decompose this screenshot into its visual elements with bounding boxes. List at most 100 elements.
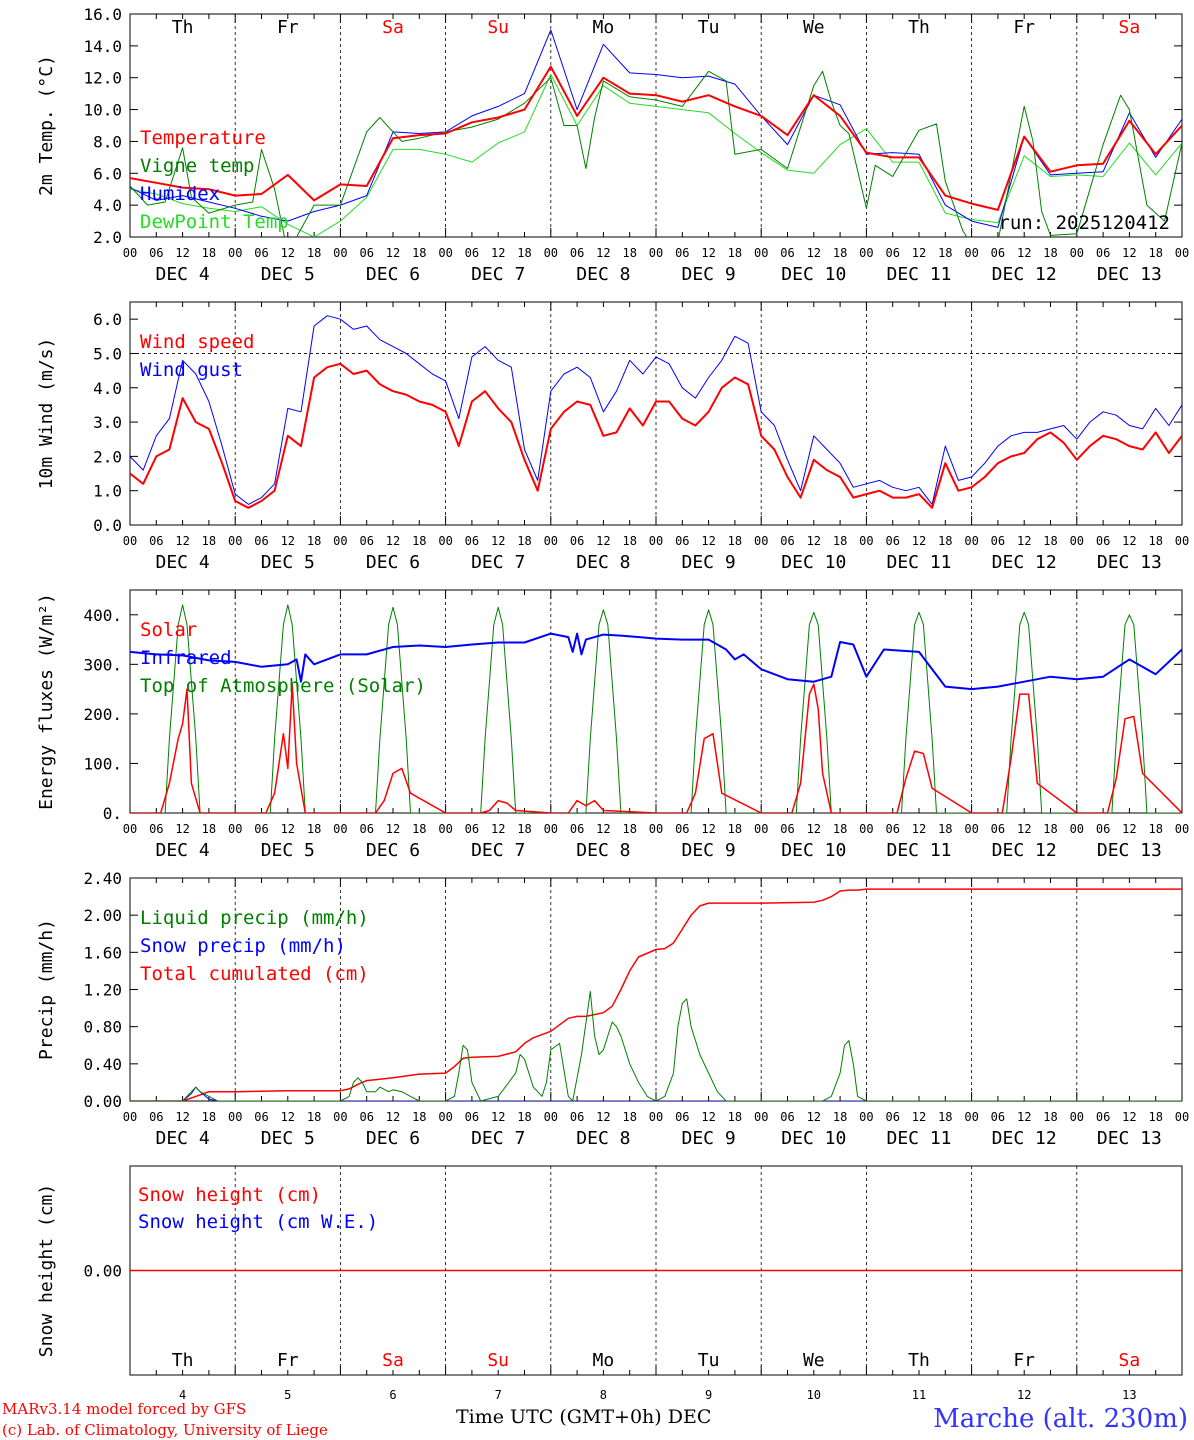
hour-label: 06 xyxy=(465,534,479,548)
y-tick-label: 200. xyxy=(83,705,122,724)
hour-label: 18 xyxy=(728,822,742,836)
weekday-label: Th xyxy=(908,1350,930,1371)
y-tick-label: 0.80 xyxy=(83,1018,122,1037)
date-label: DEC 4 xyxy=(156,840,210,861)
legend-entry: Total cumulated (cm) xyxy=(140,963,369,985)
y-tick-label: 4.0 xyxy=(93,196,122,215)
hour-label: 06 xyxy=(1096,246,1110,260)
weekday-label: Sa xyxy=(1119,17,1141,38)
hour-label: 00 xyxy=(859,246,873,260)
series-line-wind-speed xyxy=(130,362,1182,509)
model-credit: MARv3.14 model forced by GFS xyxy=(2,1400,246,1418)
lab-credit: (c) Lab. of Climatology, University of L… xyxy=(2,1421,328,1439)
date-label: DEC 8 xyxy=(576,264,630,285)
hour-label: 00 xyxy=(649,534,663,548)
date-number-label: 9 xyxy=(705,1388,712,1402)
hour-label: 00 xyxy=(1070,246,1084,260)
y-tick-label: 300. xyxy=(83,655,122,674)
hour-label: 00 xyxy=(228,822,242,836)
date-label: DEC 13 xyxy=(1097,552,1162,573)
y-tick-label: 2.40 xyxy=(83,869,122,888)
y-tick-label: 4.0 xyxy=(93,379,122,398)
x-axis-title: Time UTC (GMT+0h) DEC xyxy=(456,1406,711,1428)
plot-frame xyxy=(129,13,1183,238)
date-label: DEC 12 xyxy=(992,552,1057,573)
panel-5: 0.00 Snow height (cm) Th Fr Sa Su Mo Tu We Th Fr Sa… xyxy=(36,1165,1183,1402)
weekday-label: Tu xyxy=(698,17,720,38)
legend-entry: Solar xyxy=(140,619,197,641)
panel-3: 0. 100. 200. 300. 400. Energy fluxes (W/m²) 00… xyxy=(36,589,1189,861)
weekday-label: Su xyxy=(487,17,509,38)
hour-label: 18 xyxy=(412,822,426,836)
hour-label: 00 xyxy=(1175,822,1189,836)
hour-label: 00 xyxy=(1070,1110,1084,1124)
date-label: DEC 4 xyxy=(156,264,210,285)
hour-label: 06 xyxy=(675,246,689,260)
series-line-top-of-atmosphere-solar xyxy=(130,604,1182,813)
date-label: DEC 6 xyxy=(366,1128,420,1149)
weekday-label: We xyxy=(803,1350,825,1371)
date-label: DEC 7 xyxy=(471,840,525,861)
hour-label: 00 xyxy=(544,246,558,260)
hour-label: 00 xyxy=(964,246,978,260)
hour-label: 00 xyxy=(228,1110,242,1124)
legend-entry: Top of Atmosphere (Solar) xyxy=(140,675,426,697)
hour-label: 18 xyxy=(833,534,847,548)
hour-label: 12 xyxy=(596,1110,610,1124)
hour-label: 18 xyxy=(833,822,847,836)
hour-label: 18 xyxy=(1148,1110,1162,1124)
hour-label: 12 xyxy=(281,822,295,836)
date-label: DEC 12 xyxy=(992,1128,1057,1149)
hour-label: 18 xyxy=(833,246,847,260)
legend-entry: Vigne temp xyxy=(140,155,254,177)
hour-label: 00 xyxy=(333,246,347,260)
y-axis-title: 10m Wind (m/s) xyxy=(36,338,57,490)
hour-label: 06 xyxy=(780,534,794,548)
hour-label: 00 xyxy=(544,1110,558,1124)
hour-label: 00 xyxy=(754,822,768,836)
series-line-vigne-temp xyxy=(130,70,1182,237)
hour-label: 06 xyxy=(991,246,1005,260)
hour-label: 06 xyxy=(1096,822,1110,836)
hour-label: 12 xyxy=(175,534,189,548)
weekday-label: Mo xyxy=(593,1350,615,1371)
y-axis-title: 2m Temp. (°C) xyxy=(36,55,57,196)
hour-label: 18 xyxy=(307,534,321,548)
hour-label: 00 xyxy=(859,534,873,548)
legend-entry: Wind gust xyxy=(140,359,243,381)
hour-label: 06 xyxy=(885,822,899,836)
hour-label: 18 xyxy=(412,1110,426,1124)
hour-label: 18 xyxy=(412,534,426,548)
hour-label: 18 xyxy=(517,822,531,836)
hour-label: 00 xyxy=(123,1110,137,1124)
hour-label: 00 xyxy=(333,534,347,548)
hour-label: 12 xyxy=(386,822,400,836)
hour-label: 06 xyxy=(149,534,163,548)
hour-label: 12 xyxy=(175,246,189,260)
date-label: DEC 5 xyxy=(261,840,315,861)
weekday-label: Tu xyxy=(698,1350,720,1371)
hour-label: 12 xyxy=(175,1110,189,1124)
y-axis-title: Snow height (cm) xyxy=(36,1184,57,1357)
hour-label: 00 xyxy=(333,1110,347,1124)
date-label: DEC 8 xyxy=(576,1128,630,1149)
y-tick-label: 16.0 xyxy=(83,5,122,24)
hour-label: 06 xyxy=(885,534,899,548)
y-tick-label: 14.0 xyxy=(83,37,122,56)
hour-label: 12 xyxy=(596,822,610,836)
hour-label: 06 xyxy=(359,1110,373,1124)
date-number-label: 7 xyxy=(495,1388,502,1402)
hour-label: 06 xyxy=(991,822,1005,836)
hour-label: 12 xyxy=(701,822,715,836)
hour-label: 00 xyxy=(859,1110,873,1124)
hour-label: 00 xyxy=(123,822,137,836)
date-label: DEC 9 xyxy=(682,840,736,861)
hour-label: 12 xyxy=(701,246,715,260)
series-line-solar xyxy=(130,683,1182,813)
y-tick-label: 0.00 xyxy=(83,1262,122,1281)
hour-label: 12 xyxy=(491,534,505,548)
hour-label: 18 xyxy=(1043,246,1057,260)
weekday-label: We xyxy=(803,17,825,38)
hour-label: 00 xyxy=(544,822,558,836)
date-label: DEC 7 xyxy=(471,1128,525,1149)
